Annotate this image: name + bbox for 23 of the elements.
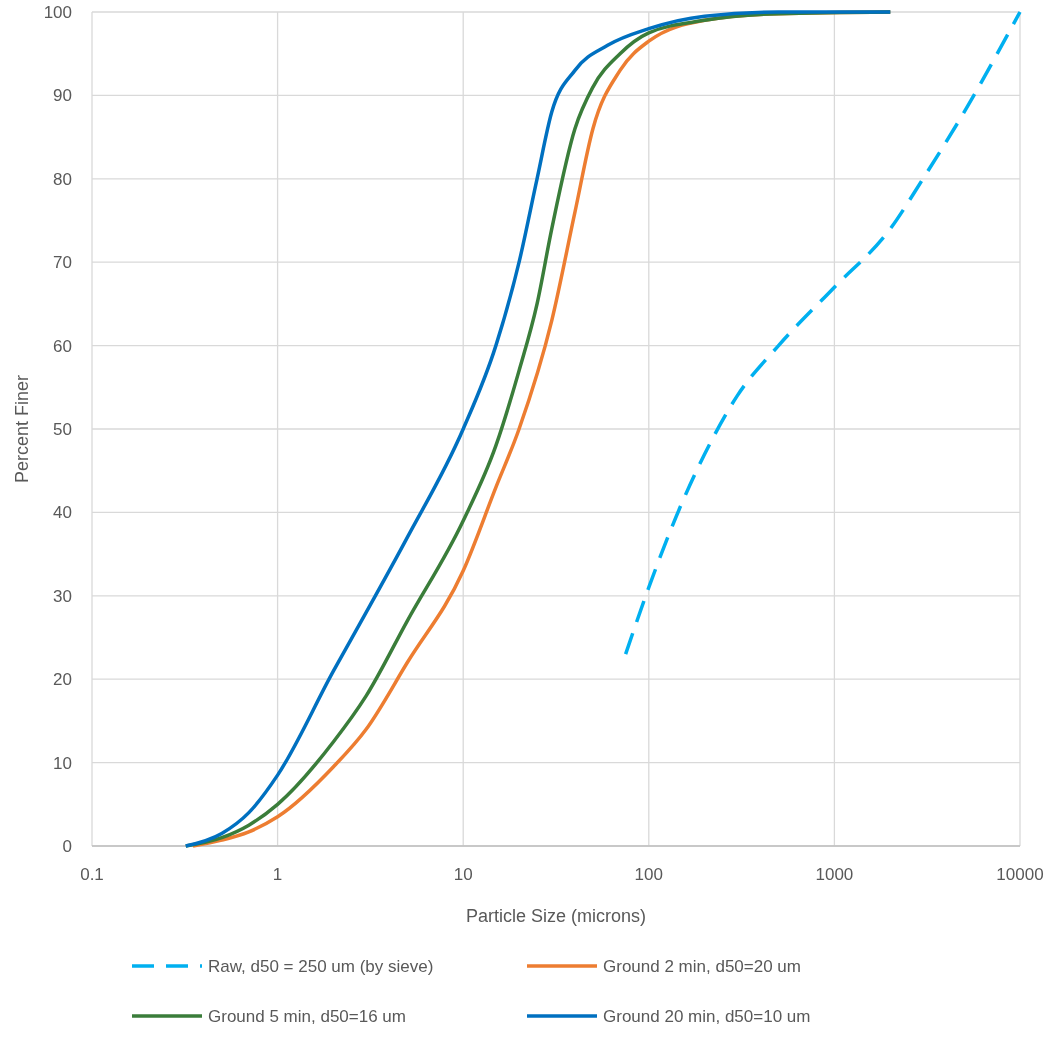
y-tick-label: 30 [53, 586, 72, 606]
legend-label: Ground 5 min, d50=16 um [208, 1007, 406, 1026]
x-tick-label: 1000 [815, 865, 854, 884]
y-tick-label: 50 [53, 420, 72, 439]
y-tick-label: 20 [53, 670, 72, 690]
y-tick-label: 100 [43, 3, 72, 22]
y-tick-label: 90 [53, 86, 72, 106]
x-tick-label: 100 [634, 865, 663, 884]
y-tick-label: 80 [53, 169, 72, 189]
legend-label: Ground 20 min, d50=10 um [603, 1007, 811, 1026]
x-tick-label: 1 [272, 865, 283, 884]
y-tick-label: 10 [53, 753, 72, 773]
legend-label: Raw, d50 = 250 um (by sieve) [208, 957, 434, 976]
y-tick-label: 40 [53, 503, 72, 523]
y-tick-label: 70 [53, 253, 72, 273]
x-tick-label: 0.1 [80, 865, 104, 884]
y-axis-title: Percent Finer [12, 374, 32, 484]
y-tick-label: 60 [53, 336, 72, 356]
legend-label: Ground 2 min, d50=20 um [603, 957, 801, 976]
x-axis-title: Particle Size (microns) [465, 906, 647, 926]
x-tick-label: 10000 [996, 865, 1044, 884]
y-tick-label: 0 [62, 837, 72, 856]
x-tick-label: 10 [453, 865, 473, 884]
